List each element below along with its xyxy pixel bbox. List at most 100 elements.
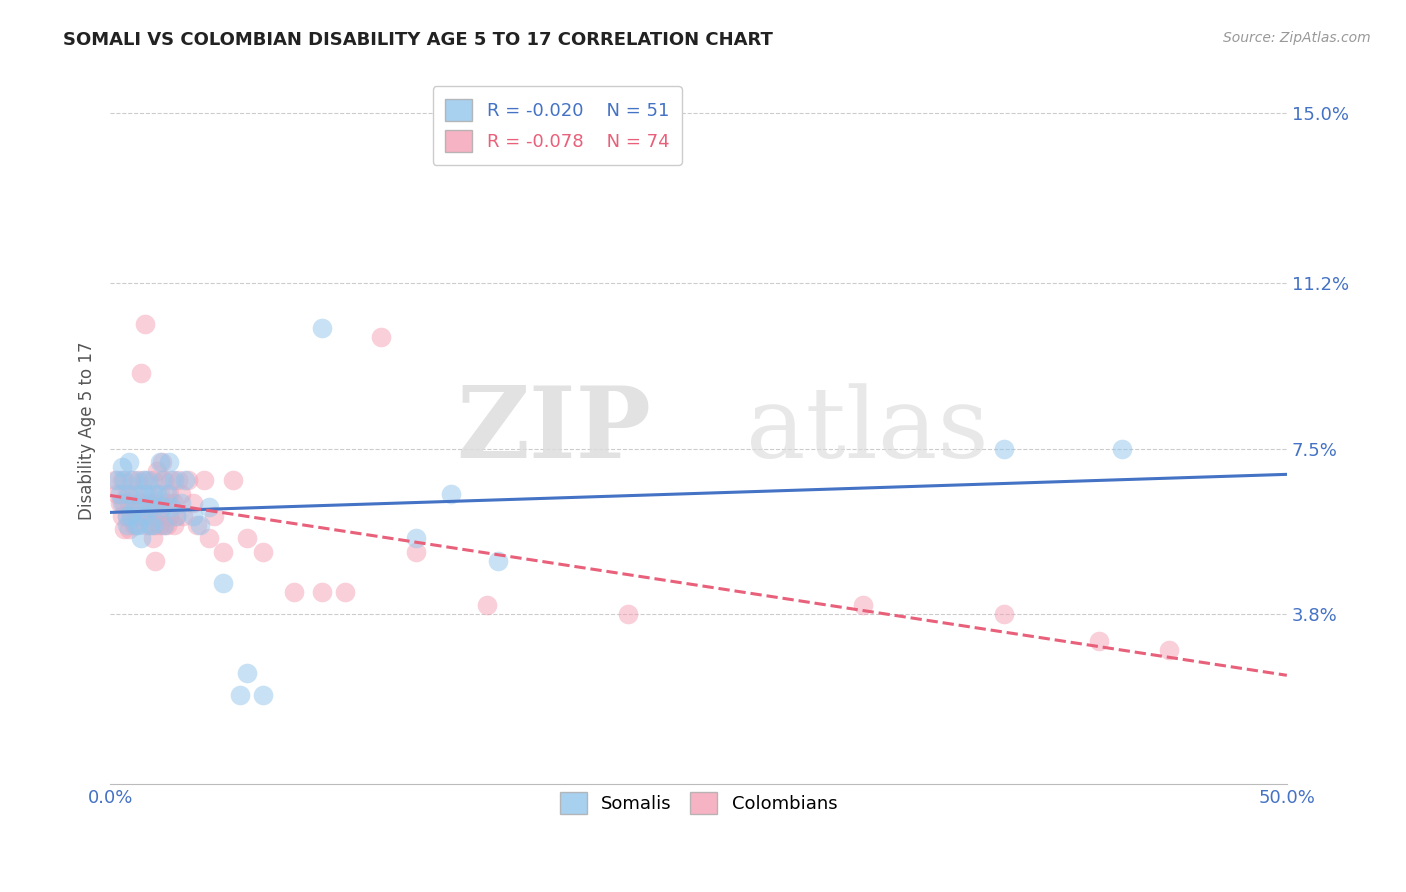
Point <box>252 545 274 559</box>
Text: Source: ZipAtlas.com: Source: ZipAtlas.com <box>1223 31 1371 45</box>
Point <box>118 455 141 469</box>
Point <box>112 495 135 509</box>
Point <box>118 486 141 500</box>
Point <box>157 486 180 500</box>
Point <box>141 486 163 500</box>
Point <box>141 500 163 514</box>
Point <box>153 473 176 487</box>
Point <box>252 688 274 702</box>
Point <box>111 459 134 474</box>
Point <box>122 473 145 487</box>
Point <box>125 500 148 514</box>
Point <box>186 517 208 532</box>
Point <box>150 500 173 514</box>
Text: SOMALI VS COLOMBIAN DISABILITY AGE 5 TO 17 CORRELATION CHART: SOMALI VS COLOMBIAN DISABILITY AGE 5 TO … <box>63 31 773 49</box>
Point <box>112 522 135 536</box>
Point <box>221 473 243 487</box>
Point <box>177 473 200 487</box>
Point <box>134 317 156 331</box>
Point <box>127 517 149 532</box>
Point <box>160 500 183 514</box>
Point <box>115 508 138 523</box>
Point <box>143 554 166 568</box>
Point <box>139 495 162 509</box>
Point <box>141 517 163 532</box>
Point <box>129 366 152 380</box>
Point <box>111 495 134 509</box>
Point <box>488 554 510 568</box>
Point <box>129 532 152 546</box>
Point <box>148 455 170 469</box>
Point <box>122 500 145 514</box>
Point <box>1159 643 1181 657</box>
Point <box>141 473 163 487</box>
Point <box>235 532 257 546</box>
Point <box>134 517 156 532</box>
Point <box>127 508 149 523</box>
Point <box>148 486 170 500</box>
Point <box>139 517 162 532</box>
Point <box>134 508 156 523</box>
Point <box>136 500 159 514</box>
Point <box>111 473 134 487</box>
Point <box>120 508 142 523</box>
Point <box>370 330 392 344</box>
Point <box>993 607 1015 622</box>
Point <box>104 473 127 487</box>
Point <box>170 486 193 500</box>
Point <box>115 508 138 523</box>
Point <box>165 508 187 523</box>
Point <box>146 464 169 478</box>
Point <box>228 688 250 702</box>
Point <box>129 500 152 514</box>
Point <box>198 532 221 546</box>
Point <box>108 486 131 500</box>
Point <box>150 455 173 469</box>
Point <box>440 486 463 500</box>
Point <box>235 665 257 680</box>
Point <box>993 442 1015 456</box>
Point <box>148 517 170 532</box>
Point <box>163 517 186 532</box>
Point <box>475 599 498 613</box>
Point <box>193 473 215 487</box>
Point <box>311 585 333 599</box>
Point <box>335 585 357 599</box>
Point <box>202 508 225 523</box>
Point <box>852 599 875 613</box>
Point <box>163 495 186 509</box>
Point <box>156 486 179 500</box>
Point <box>105 473 128 487</box>
Point <box>405 532 427 546</box>
Legend: Somalis, Colombians: Somalis, Colombians <box>548 781 848 825</box>
Point <box>198 500 221 514</box>
Text: ZIP: ZIP <box>457 383 651 479</box>
Point <box>143 500 166 514</box>
Point <box>165 508 187 523</box>
Point <box>132 508 155 523</box>
Point <box>181 495 204 509</box>
Point <box>105 486 128 500</box>
Point <box>188 517 211 532</box>
Point <box>115 517 138 532</box>
Point <box>1111 442 1133 456</box>
Point <box>134 473 156 487</box>
Y-axis label: Disability Age 5 to 17: Disability Age 5 to 17 <box>79 342 96 520</box>
Point <box>118 495 141 509</box>
Point <box>174 473 197 487</box>
Point <box>136 508 159 523</box>
Point <box>1087 634 1109 648</box>
Point <box>139 517 162 532</box>
Point <box>156 517 179 532</box>
Point <box>112 473 135 487</box>
Point <box>146 508 169 523</box>
Point <box>111 508 134 523</box>
Point <box>167 473 190 487</box>
Point <box>143 517 166 532</box>
Point <box>405 545 427 559</box>
Point <box>157 455 180 469</box>
Point <box>136 486 159 500</box>
Point <box>617 607 640 622</box>
Point <box>170 495 193 509</box>
Point <box>172 508 194 523</box>
